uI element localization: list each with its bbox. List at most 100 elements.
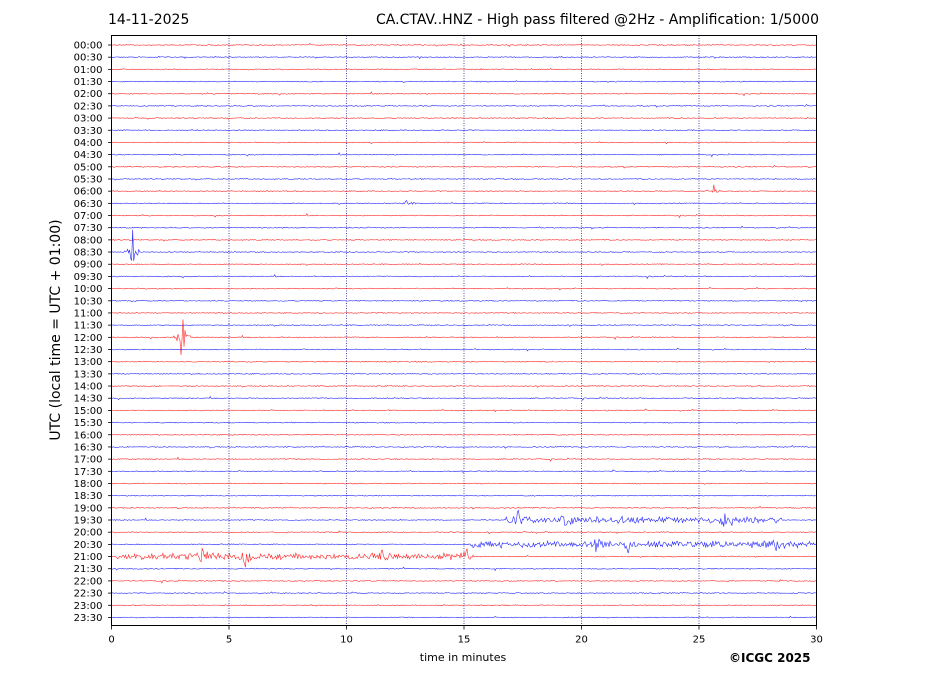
y-tick-label-1630: 16:30	[74, 442, 103, 453]
x-tick-label-20: 20	[575, 635, 588, 646]
y-tick-label-1400: 14:00	[74, 382, 103, 393]
y-axis-label: UTC (local time = UTC + 01:00)	[48, 219, 64, 441]
trace-1200	[111, 319, 817, 356]
y-tick-label-1600: 16:00	[74, 430, 103, 441]
y-tick-label-0130: 01:30	[74, 77, 103, 88]
y-tick-label-0730: 07:30	[74, 223, 103, 234]
y-tick-label-0430: 04:30	[74, 150, 103, 161]
trace-0900	[111, 262, 817, 267]
trace-0600	[111, 184, 817, 193]
x-axis-label: time in minutes	[419, 651, 507, 664]
y-tick-label-1100: 11:00	[74, 308, 103, 319]
y-tick-label-1200: 12:00	[74, 333, 103, 344]
y-tick-label-2030: 20:30	[74, 540, 103, 551]
trace-0230	[111, 103, 817, 108]
y-tick-label-1930: 19:30	[74, 516, 103, 527]
y-tick-label-0530: 05:30	[74, 174, 103, 185]
y-tick-label-1000: 10:00	[74, 284, 103, 295]
y-tick-label-1730: 17:30	[74, 467, 103, 478]
y-tick-label-0030: 00:30	[74, 53, 103, 64]
x-tick-label-0: 0	[108, 635, 114, 646]
trace-1900	[111, 505, 817, 510]
y-tick-label-2330: 23:30	[74, 613, 103, 624]
trace-1000	[111, 286, 817, 291]
y-tick-label-1800: 18:00	[74, 479, 103, 490]
x-tick-label-25: 25	[693, 635, 706, 646]
y-tick-label-0300: 03:00	[74, 114, 103, 125]
y-tick-label-0330: 03:30	[74, 126, 103, 137]
y-tick-label-0100: 01:00	[74, 65, 103, 76]
trace-0530	[111, 178, 817, 181]
y-tick-label-2300: 23:00	[74, 601, 103, 612]
trace-1830	[111, 494, 817, 497]
trace-0630	[111, 199, 817, 206]
trace-1530	[111, 421, 817, 424]
y-tick-label-0200: 02:00	[74, 89, 103, 100]
trace-0100	[111, 68, 817, 71]
plot-frame	[111, 35, 817, 626]
trace-0030	[111, 55, 817, 60]
trace-1030	[111, 299, 817, 303]
y-tick-label-2000: 20:00	[74, 528, 103, 539]
y-tick-label-0400: 04:00	[74, 138, 103, 149]
trace-0700	[111, 213, 817, 219]
trace-1400	[111, 384, 817, 388]
trace-0430	[111, 152, 817, 158]
trace-2030	[111, 538, 817, 554]
trace-1800	[111, 482, 817, 485]
y-tick-label-2230: 22:30	[74, 589, 103, 600]
y-tick-label-2100: 21:00	[74, 552, 103, 563]
y-tick-label-0930: 09:30	[74, 272, 103, 283]
y-tick-label-0830: 08:30	[74, 248, 103, 259]
trace-1330	[111, 372, 817, 375]
trace-0500	[111, 164, 817, 169]
x-axis-ticks: 0 5 10 15 20 25 30	[108, 625, 823, 646]
x-tick-label-5: 5	[226, 635, 232, 646]
y-tick-label-0630: 06:30	[74, 199, 103, 210]
y-tick-label-1700: 17:00	[74, 455, 103, 466]
x-tick-label-30: 30	[810, 635, 823, 646]
trace-2330	[111, 615, 817, 619]
y-tick-label-0000: 00:00	[74, 41, 103, 52]
trace-0400	[111, 141, 817, 145]
trace-0730	[111, 225, 817, 230]
trace-0830	[111, 229, 817, 261]
y-tick-label-1900: 19:00	[74, 503, 103, 514]
y-tick-label-1300: 13:00	[74, 357, 103, 368]
trace-2130	[111, 566, 817, 572]
y-tick-label-1230: 12:30	[74, 345, 103, 356]
seismic-traces	[111, 42, 817, 619]
y-tick-label-0900: 09:00	[74, 260, 103, 271]
x-tick-label-10: 10	[340, 635, 353, 646]
trace-2230	[111, 591, 817, 595]
trace-1600	[111, 433, 817, 436]
trace-1930	[111, 509, 817, 527]
y-tick-label-1330: 13:30	[74, 369, 103, 380]
copyright-notice: ©ICGC 2025	[729, 651, 811, 665]
y-tick-label-1430: 14:30	[74, 394, 103, 405]
y-tick-label-1030: 10:30	[74, 296, 103, 307]
y-tick-label-0600: 06:00	[74, 187, 103, 198]
trace-2000	[111, 530, 817, 535]
trace-0300	[111, 116, 817, 120]
y-tick-label-0230: 02:30	[74, 101, 103, 112]
trace-0000	[111, 42, 817, 47]
y-tick-label-0500: 05:00	[74, 162, 103, 173]
trace-2300	[111, 604, 817, 607]
y-tick-label-1130: 11:30	[74, 321, 103, 332]
chart-title: CA.CTAV..HNZ - High pass filtered @2Hz -…	[376, 12, 819, 28]
trace-0330	[111, 129, 817, 132]
x-tick-label-15: 15	[458, 635, 471, 646]
trace-0930	[111, 273, 817, 280]
trace-1430	[111, 395, 817, 401]
trace-0200	[111, 91, 817, 97]
vertical-gridlines	[228, 35, 700, 626]
trace-1700	[111, 456, 817, 462]
trace-2100	[111, 547, 817, 568]
trace-2200	[111, 579, 817, 584]
y-tick-label-2200: 22:00	[74, 576, 103, 587]
y-tick-label-0700: 07:00	[74, 211, 103, 222]
trace-1130	[111, 323, 817, 327]
